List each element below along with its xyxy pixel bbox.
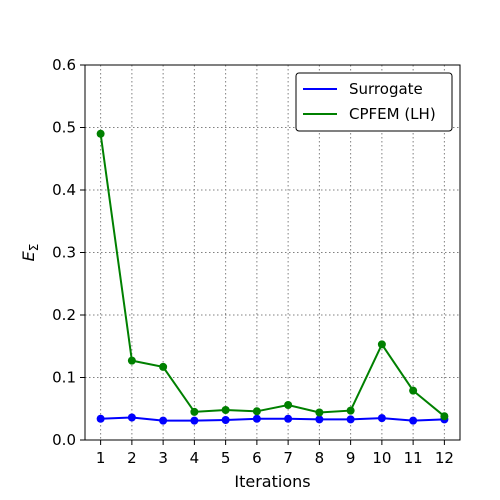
x-axis-label: Iterations	[234, 472, 310, 491]
data-point	[377, 414, 386, 423]
x-tick-label: 7	[283, 449, 293, 467]
data-point	[190, 407, 199, 416]
y-tick-label: 0.4	[52, 181, 76, 199]
data-point	[252, 414, 261, 423]
x-tick-label: 4	[190, 449, 200, 467]
series	[96, 129, 449, 421]
y-axis-label-main: E	[19, 250, 38, 261]
data-point	[190, 416, 199, 425]
data-point	[221, 416, 230, 424]
y-axis: 0.0 0.1 0.2 0.3 0.4 0.5 0.6	[52, 56, 85, 449]
x-tick-label: 5	[221, 449, 231, 467]
legend: Surrogate CPFEM (LH)	[295, 72, 453, 132]
x-tick-label: 1	[96, 449, 106, 467]
series-layer	[96, 129, 449, 425]
data-point	[284, 414, 293, 423]
data-point	[159, 416, 168, 425]
x-tick-label: 3	[158, 449, 168, 467]
x-tick-label: 6	[252, 449, 262, 467]
data-point	[284, 401, 293, 409]
series-line	[99, 133, 446, 418]
x-axis: 1 2 3 4 5 6 7 8 9 10 11 12	[96, 440, 454, 467]
y-tick-label: 0.0	[52, 431, 76, 449]
data-point	[127, 356, 136, 365]
y-axis-label-subscript: Σ	[27, 244, 41, 252]
legend-box	[295, 72, 453, 132]
data-point	[96, 414, 105, 423]
data-point	[440, 412, 449, 421]
data-point	[127, 413, 136, 422]
data-point	[96, 129, 105, 138]
x-tick-label: 9	[346, 449, 356, 467]
data-point	[315, 408, 324, 417]
data-point	[315, 415, 324, 424]
series	[96, 413, 449, 425]
y-tick-label: 0.3	[52, 244, 76, 262]
x-tick-label: 12	[435, 449, 454, 467]
y-tick-label: 0.6	[52, 56, 76, 74]
data-point	[221, 406, 230, 414]
y-tick-label: 0.1	[52, 369, 76, 387]
data-point	[377, 340, 386, 349]
x-tick-label: 11	[404, 449, 423, 467]
data-point	[159, 362, 168, 371]
y-axis-label: EΣ	[19, 244, 41, 262]
x-tick-label: 10	[372, 449, 391, 467]
data-point	[409, 416, 418, 425]
x-tick-label: 2	[127, 449, 137, 467]
legend-label: Surrogate	[349, 80, 423, 98]
data-point	[346, 415, 355, 424]
legend-label: CPFEM (LH)	[349, 105, 436, 123]
y-tick-label: 0.5	[52, 119, 76, 137]
data-point	[409, 386, 418, 395]
x-tick-label: 8	[315, 449, 325, 467]
series-line	[100, 416, 445, 422]
data-point	[252, 407, 261, 416]
data-point	[346, 406, 355, 415]
y-tick-label: 0.2	[52, 306, 76, 324]
